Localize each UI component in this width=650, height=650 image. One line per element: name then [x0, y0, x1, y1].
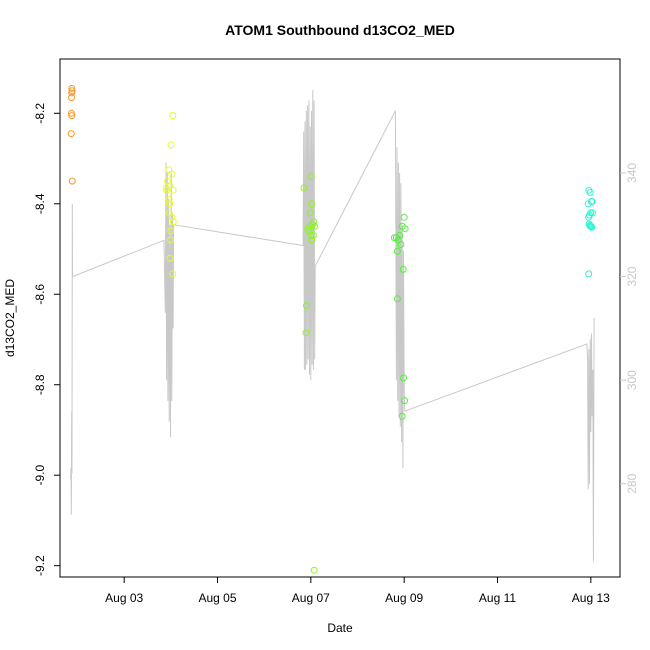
data-point: [585, 270, 593, 278]
y-axis-left: -9.2 -9.0 -8.8 -8.6 -8.4 -8.2: [33, 103, 60, 576]
y-tick-label: -8.4: [33, 193, 47, 214]
data-point: [67, 130, 75, 138]
data-point: [167, 236, 174, 244]
x-tick-label: Aug 03: [105, 591, 143, 605]
data-point: [68, 177, 76, 185]
data-point: [400, 374, 407, 382]
data-point: [68, 84, 76, 92]
x-tick-label: Aug 11: [479, 591, 516, 605]
data-point: [300, 184, 308, 192]
scatter-points-layer: [67, 84, 596, 574]
data-point: [396, 231, 404, 239]
data-point: [68, 87, 76, 95]
data-point: [309, 231, 317, 239]
y-tick-label: -8.8: [33, 374, 47, 395]
y-tick-label: -9.2: [33, 555, 47, 576]
y-tick-label: -9.0: [33, 465, 47, 486]
data-point: [393, 247, 401, 255]
chart-title: ATOM1 Southbound d13CO2_MED: [225, 22, 455, 38]
data-point: [168, 170, 176, 178]
data-point: [167, 141, 175, 149]
y2-tick-label: 300: [625, 370, 639, 390]
data-point: [167, 227, 175, 235]
secondary-series-layer: [70, 90, 595, 562]
data-point: [401, 397, 408, 405]
data-point: [589, 209, 596, 217]
data-point: [586, 189, 594, 196]
data-point: [588, 223, 596, 231]
data-point: [166, 200, 173, 208]
data-point: [169, 270, 177, 278]
x-tick-label: Aug 09: [385, 591, 423, 605]
data-point: [166, 182, 174, 190]
data-point: [308, 200, 315, 208]
data-point: [310, 566, 318, 574]
data-point: [68, 112, 76, 120]
data-point: [168, 213, 176, 221]
x-axis: Aug 03 Aug 05 Aug 07 Aug 09 Aug 11 Aug 13: [105, 577, 610, 605]
data-point: [401, 225, 409, 233]
data-point: [68, 94, 75, 101]
data-point: [169, 218, 177, 226]
data-point: [302, 329, 310, 337]
data-point: [584, 200, 592, 208]
data-point: [397, 241, 405, 248]
y-axis-right: 280 300 320 340: [620, 163, 639, 494]
y2-tick-label: 320: [625, 266, 639, 286]
data-point: [308, 236, 316, 244]
x-tick-label: Aug 07: [292, 591, 330, 605]
x-axis-label: Date: [327, 621, 353, 635]
x-tick-label: Aug 05: [198, 591, 236, 605]
data-point: [310, 218, 318, 226]
y2-tick-label: 340: [625, 163, 639, 183]
data-point: [398, 412, 406, 420]
x-tick-label: Aug 13: [572, 591, 610, 605]
y2-tick-label: 280: [625, 473, 639, 493]
data-point: [169, 186, 177, 194]
data-point: [399, 265, 407, 273]
y-tick-label: -8.2: [33, 103, 47, 124]
data-point: [303, 302, 310, 310]
data-point: [585, 213, 593, 221]
data-point: [165, 195, 173, 203]
y-axis-label: d13CO2_MED: [3, 279, 17, 357]
data-point: [305, 227, 313, 235]
data-point: [307, 173, 315, 181]
plot-frame: [59, 58, 621, 578]
data-point: [166, 254, 174, 262]
data-point: [169, 112, 177, 120]
data-point: [400, 213, 408, 221]
data-point: [307, 231, 315, 239]
data-point: [393, 295, 401, 303]
y-tick-label: -8.6: [33, 284, 47, 305]
secondary-series-line: [70, 90, 595, 562]
data-point: [311, 222, 319, 230]
data-point: [586, 222, 594, 229]
data-point: [306, 209, 314, 217]
